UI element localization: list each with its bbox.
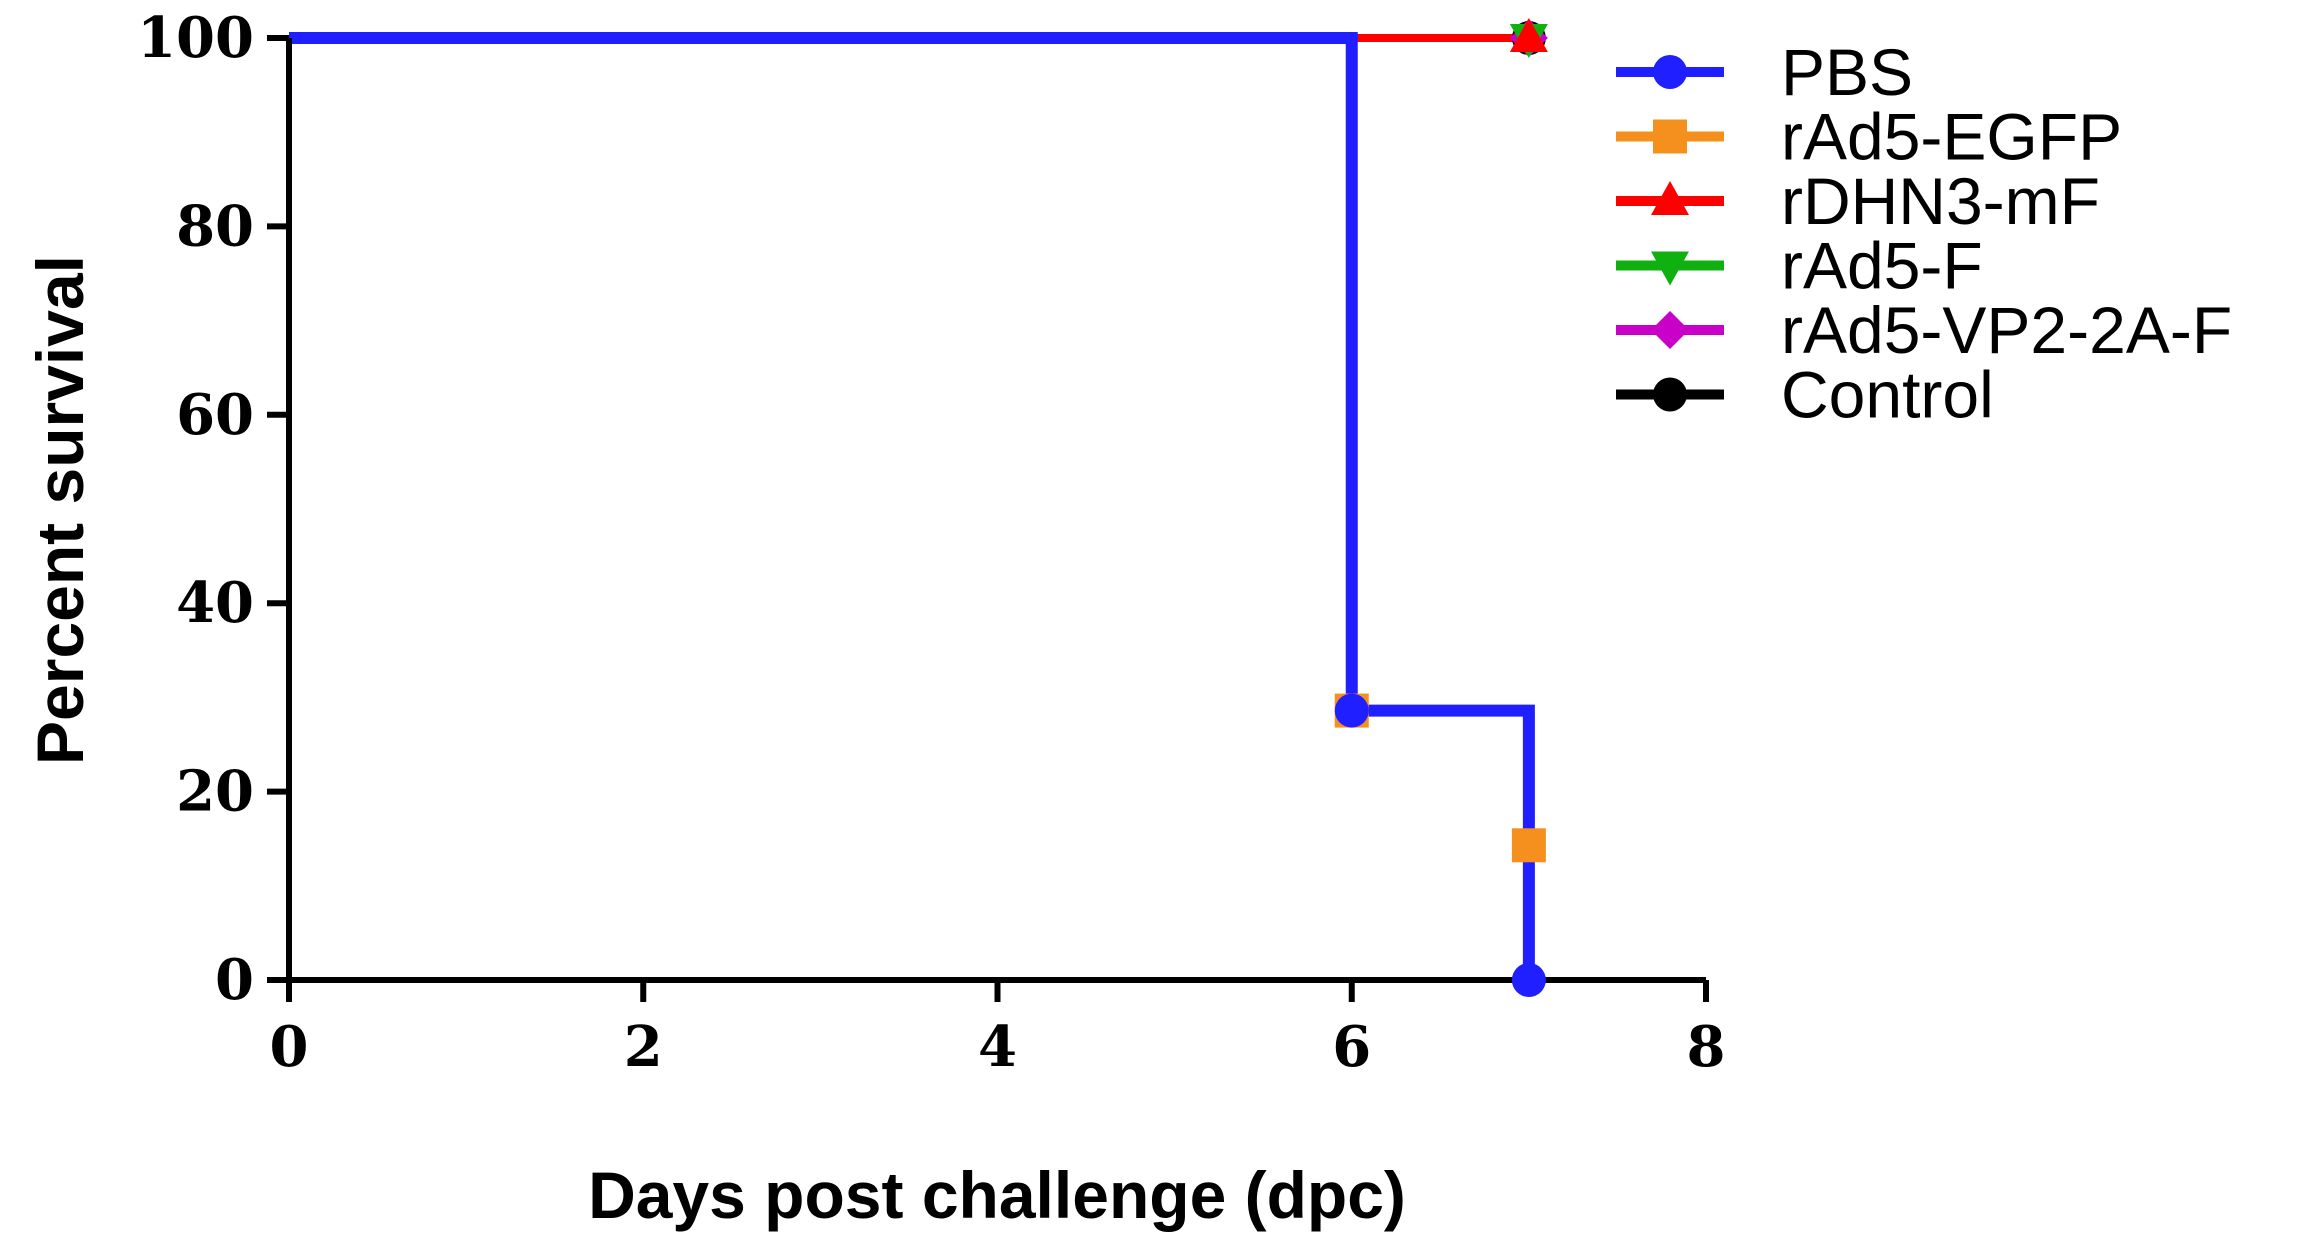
data-point-pbs	[1511, 963, 1546, 997]
x-tick-label: 4	[978, 1014, 1017, 1080]
legend-label: rAd5-VP2-2A-F	[1781, 293, 2232, 367]
legend-label: rAd5-EGFP	[1781, 100, 2122, 174]
legend-label: Control	[1781, 358, 1994, 432]
legend-item-pbs: PBS	[1616, 35, 1913, 109]
legend: PBSrAd5-EGFPrDHN3-mFrAd5-FrAd5-VP2-2A-FC…	[1616, 35, 2232, 432]
y-axis-title: Percent survival	[23, 255, 97, 765]
legend-item-rdhn3-mf: rDHN3-mF	[1616, 164, 2100, 238]
legend-item-rad5-f: rAd5-F	[1616, 229, 1983, 303]
legend-marker	[1653, 55, 1687, 89]
legend-label: rDHN3-mF	[1781, 164, 2100, 238]
legend-item-rad5-egfp: rAd5-EGFP	[1616, 100, 2122, 174]
y-tick-label: 60	[176, 382, 254, 448]
x-tick-label: 8	[1687, 1014, 1726, 1080]
legend-item-rad5-vp2-2a-f: rAd5-VP2-2A-F	[1616, 293, 2232, 367]
series-layer	[289, 32, 1535, 980]
x-tick-label: 2	[624, 1014, 663, 1080]
legend-item-control: Control	[1616, 358, 1994, 432]
legend-label: rAd5-F	[1781, 229, 1983, 303]
marker-layer	[1334, 18, 1548, 997]
axes-layer	[286, 38, 1706, 983]
data-point-rdhn3-mf	[1509, 18, 1548, 52]
legend-label: PBS	[1781, 35, 1913, 109]
x-tick-label: 0	[270, 1014, 309, 1080]
legend-marker	[1653, 119, 1687, 154]
y-tick-label: 20	[176, 759, 254, 825]
legend-marker	[1651, 181, 1689, 215]
x-axis-title: Days post challenge (dpc)	[588, 1158, 1406, 1232]
legend-marker	[1651, 311, 1689, 349]
legend-marker	[1653, 377, 1687, 412]
x-tick-label: 6	[1332, 1014, 1371, 1080]
data-point-pbs	[1334, 693, 1369, 728]
y-tick-label: 100	[137, 5, 254, 71]
data-point-rad5-egfp	[1511, 828, 1546, 863]
legend-marker	[1651, 251, 1689, 286]
y-tick-label: 0	[215, 947, 254, 1013]
series-line-pbs	[289, 32, 1535, 980]
y-tick-label: 40	[176, 570, 254, 636]
y-tick-label: 80	[176, 193, 254, 259]
